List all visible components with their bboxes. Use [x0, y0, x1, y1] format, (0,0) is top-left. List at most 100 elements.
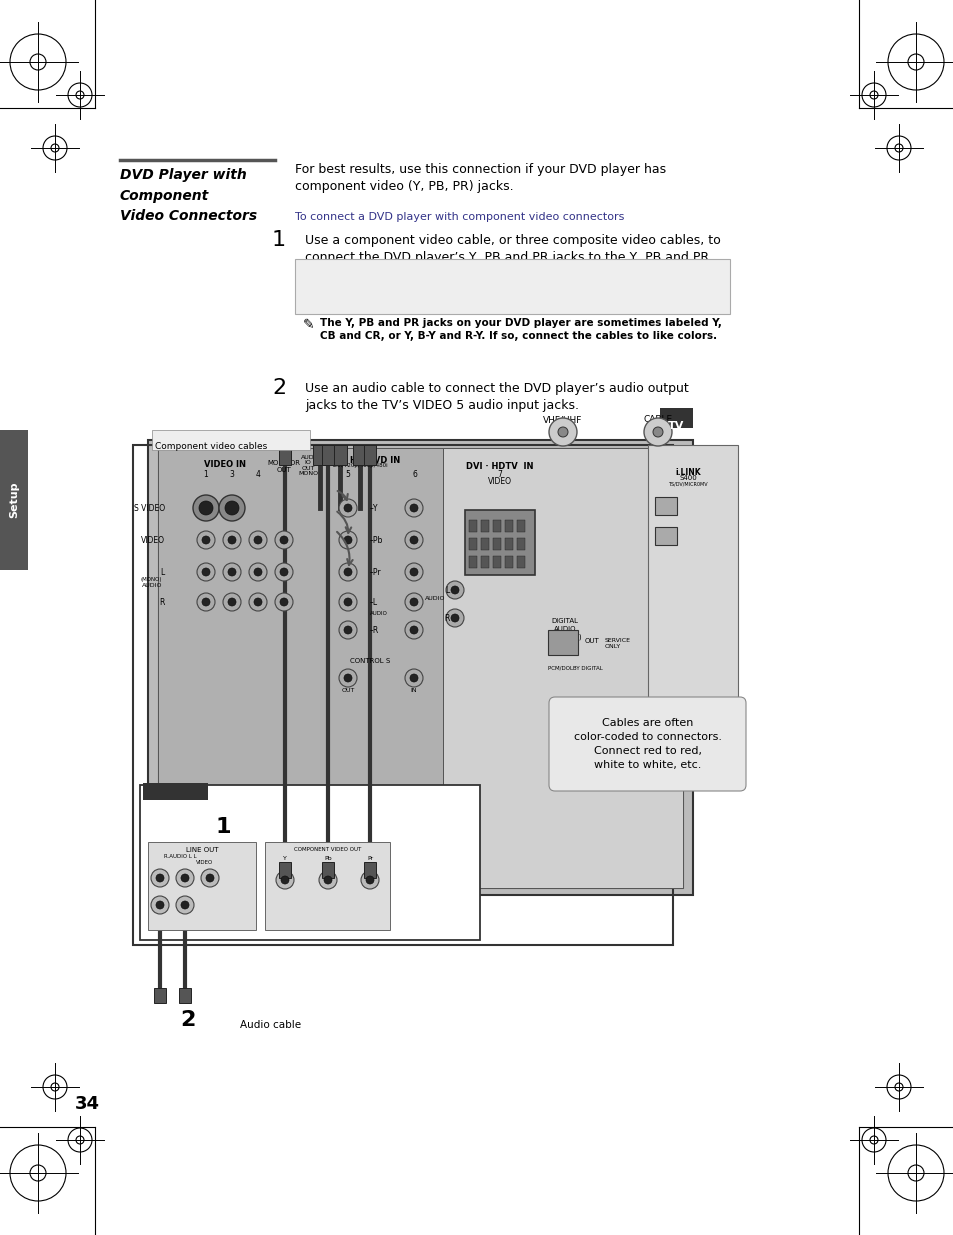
Bar: [480, 538, 489, 550]
Circle shape: [202, 598, 210, 606]
Text: –L: –L: [370, 598, 377, 606]
Circle shape: [338, 621, 356, 638]
Bar: [504, 520, 513, 532]
Circle shape: [344, 674, 352, 682]
Bar: [517, 556, 524, 568]
Circle shape: [344, 626, 352, 634]
Circle shape: [175, 897, 193, 914]
Text: SERVICE
ONLY: SERVICE ONLY: [604, 638, 630, 650]
Circle shape: [201, 869, 219, 887]
Text: Pr: Pr: [367, 856, 373, 861]
Text: –R: –R: [370, 625, 379, 635]
Bar: [504, 556, 513, 568]
Circle shape: [410, 598, 417, 606]
Bar: [504, 538, 513, 550]
Bar: [547, 630, 578, 655]
Circle shape: [405, 669, 422, 687]
Bar: [480, 520, 489, 532]
Circle shape: [202, 568, 210, 576]
Text: AUDIO: AUDIO: [141, 583, 162, 588]
Text: CABLE: CABLE: [642, 415, 672, 424]
Bar: [313, 445, 327, 466]
Circle shape: [228, 536, 235, 543]
Bar: [493, 538, 500, 550]
Text: LINE OUT: LINE OUT: [186, 847, 218, 853]
Text: Use an audio cable to connect the DVD player’s audio output
jacks to the TV’s VI: Use an audio cable to connect the DVD pl…: [305, 382, 688, 412]
Circle shape: [344, 598, 352, 606]
Text: AUD
IO
OUT
MONO: AUD IO OUT MONO: [297, 454, 317, 477]
Circle shape: [181, 874, 189, 882]
Circle shape: [202, 536, 210, 543]
Circle shape: [181, 902, 189, 909]
Text: 6: 6: [412, 471, 417, 479]
Circle shape: [451, 585, 458, 594]
Circle shape: [366, 876, 374, 884]
Circle shape: [223, 531, 241, 550]
Text: R.AUDIO L L: R.AUDIO L L: [164, 853, 196, 860]
Text: TV: TV: [667, 421, 683, 431]
Bar: [179, 988, 191, 1003]
Bar: [469, 520, 476, 532]
Bar: [517, 538, 524, 550]
Bar: [647, 445, 738, 700]
Circle shape: [219, 495, 245, 521]
Circle shape: [175, 869, 193, 887]
Bar: [353, 445, 367, 466]
Bar: [140, 785, 479, 940]
Text: Use a component video cable, or three composite video cables, to
connect the DVD: Use a component video cable, or three co…: [305, 233, 720, 282]
Circle shape: [225, 501, 239, 515]
Text: –Pb: –Pb: [370, 536, 383, 545]
Bar: [148, 440, 692, 895]
Text: L: L: [445, 585, 450, 594]
Text: L: L: [161, 568, 165, 577]
Text: VHF/UHF: VHF/UHF: [543, 415, 582, 424]
Text: Pb: Pb: [324, 856, 332, 861]
Circle shape: [446, 580, 463, 599]
Text: VIDEO: VIDEO: [141, 536, 165, 545]
Circle shape: [253, 568, 262, 576]
Text: AUDIO: AUDIO: [370, 610, 388, 615]
Text: HD/DVD IN: HD/DVD IN: [350, 454, 399, 464]
Text: (MONO): (MONO): [140, 577, 162, 582]
Text: –Pr: –Pr: [370, 568, 381, 577]
Circle shape: [410, 536, 417, 543]
Text: Audio cable: Audio cable: [240, 1020, 301, 1030]
Text: 1: 1: [215, 818, 232, 837]
Text: Setup: Setup: [9, 482, 19, 519]
Text: R: R: [159, 598, 165, 606]
Text: 480i/720p/480p/480i: 480i/720p/480p/480i: [331, 463, 389, 468]
Text: AUDIO: AUDIO: [424, 595, 444, 600]
Text: R: R: [444, 614, 450, 622]
Text: DIGITAL
AUDIO
(OPTICAL): DIGITAL AUDIO (OPTICAL): [547, 618, 581, 640]
Circle shape: [405, 531, 422, 550]
Text: 1: 1: [272, 230, 286, 249]
Circle shape: [253, 536, 262, 543]
Circle shape: [193, 495, 219, 521]
Circle shape: [344, 536, 352, 543]
Bar: [655, 527, 677, 545]
Circle shape: [451, 614, 458, 622]
Text: –Y: –Y: [370, 504, 378, 513]
Bar: [364, 445, 375, 466]
Circle shape: [344, 504, 352, 513]
Circle shape: [249, 593, 267, 611]
Circle shape: [405, 593, 422, 611]
Circle shape: [275, 871, 294, 889]
Text: The Y, PB and PR jacks on your DVD player are sometimes labeled Y,
CB and CR, or: The Y, PB and PR jacks on your DVD playe…: [319, 317, 721, 341]
Text: IN: IN: [410, 688, 416, 693]
Text: To connect a DVD player with component video connectors: To connect a DVD player with component v…: [294, 212, 623, 222]
Circle shape: [410, 674, 417, 682]
Circle shape: [151, 869, 169, 887]
Bar: [278, 862, 291, 878]
Bar: [517, 520, 524, 532]
Text: For best results, use this connection if your DVD player has
component video (Y,: For best results, use this connection if…: [294, 163, 665, 193]
Bar: [153, 988, 166, 1003]
Circle shape: [558, 427, 567, 437]
Circle shape: [280, 598, 288, 606]
Circle shape: [196, 593, 214, 611]
Circle shape: [405, 563, 422, 580]
Circle shape: [274, 531, 293, 550]
Text: MONITOR
OUT: MONITOR OUT: [267, 459, 300, 473]
Circle shape: [338, 593, 356, 611]
Circle shape: [156, 874, 164, 882]
